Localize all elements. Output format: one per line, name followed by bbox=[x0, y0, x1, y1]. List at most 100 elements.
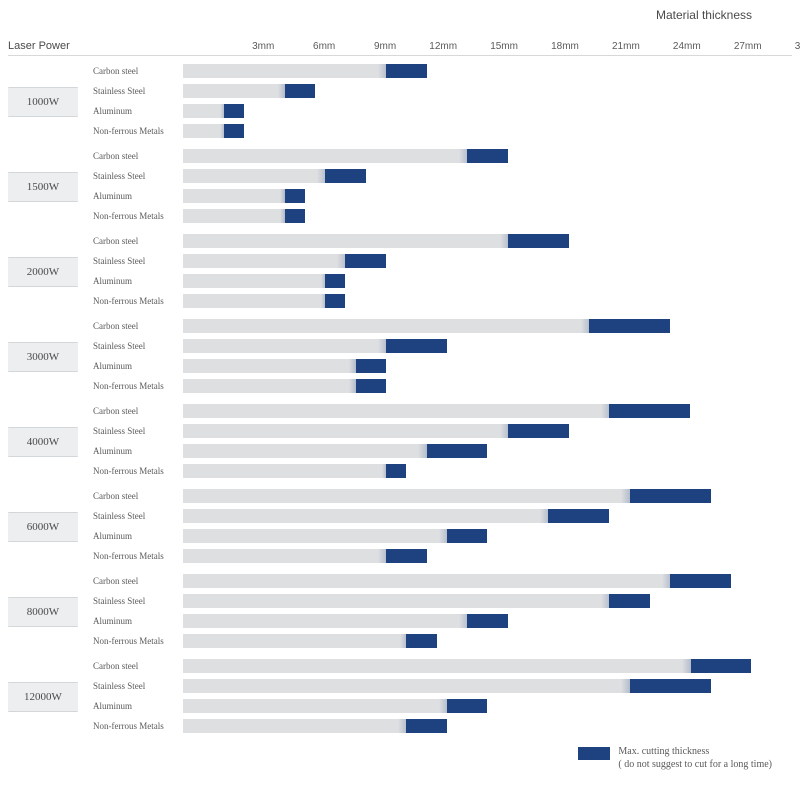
material-label: Non-ferrous Metals bbox=[93, 466, 183, 476]
power-label: 8000W bbox=[8, 597, 78, 627]
material-row: Non-ferrous Metals bbox=[93, 122, 792, 140]
material-row: Aluminum bbox=[93, 102, 792, 120]
material-row: Stainless Steel bbox=[93, 337, 792, 355]
material-row: Carbon steel bbox=[93, 487, 792, 505]
power-group: 4000WCarbon steelStainless SteelAluminum… bbox=[8, 402, 792, 482]
bar-base bbox=[183, 104, 224, 118]
power-group: 6000WCarbon steelStainless SteelAluminum… bbox=[8, 487, 792, 567]
material-row: Carbon steel bbox=[93, 572, 792, 590]
bar-max bbox=[609, 404, 690, 418]
power-label: 12000W bbox=[8, 682, 78, 712]
bar-base bbox=[183, 254, 345, 268]
bar-track bbox=[183, 149, 792, 163]
power-group: 1000WCarbon steelStainless SteelAluminum… bbox=[8, 62, 792, 142]
material-label: Non-ferrous Metals bbox=[93, 551, 183, 561]
bar-base bbox=[183, 319, 589, 333]
bar-base bbox=[183, 209, 285, 223]
bar-base bbox=[183, 719, 406, 733]
legend-swatch bbox=[578, 747, 610, 760]
bar-track bbox=[183, 679, 792, 693]
material-label: Aluminum bbox=[93, 276, 183, 286]
chart-body: 1000W Carbon steel Stainless Steel Aluminum… bbox=[8, 62, 792, 737]
material-row: Carbon steel bbox=[93, 657, 792, 675]
power-label: 1000W bbox=[8, 87, 78, 117]
legend: Max. cutting thickness ( do not suggest … bbox=[8, 745, 792, 771]
bar-track bbox=[183, 634, 792, 648]
bar-track bbox=[183, 594, 792, 608]
bar-max bbox=[630, 489, 711, 503]
bar-max bbox=[670, 574, 731, 588]
bar-base bbox=[183, 489, 630, 503]
bar-base bbox=[183, 509, 548, 523]
material-label: Aluminum bbox=[93, 191, 183, 201]
x-tick: 27mm bbox=[701, 41, 762, 52]
material-row: Non-ferrous Metals bbox=[93, 632, 792, 650]
bar-max bbox=[386, 464, 406, 478]
bar-base bbox=[183, 124, 224, 138]
material-label: Non-ferrous Metals bbox=[93, 636, 183, 646]
x-tick: 15mm bbox=[457, 41, 518, 52]
bar-track bbox=[183, 319, 792, 333]
bar-max bbox=[224, 124, 244, 138]
bar-max bbox=[589, 319, 670, 333]
power-label: 1500W bbox=[8, 172, 78, 202]
bar-track bbox=[183, 104, 792, 118]
bar-track bbox=[183, 404, 792, 418]
bar-base bbox=[183, 234, 508, 248]
bar-max bbox=[508, 424, 569, 438]
bar-track bbox=[183, 84, 792, 98]
bar-base bbox=[183, 679, 630, 693]
bar-max bbox=[467, 149, 508, 163]
material-row: Aluminum bbox=[93, 612, 792, 630]
bar-base bbox=[183, 359, 356, 373]
bar-max bbox=[345, 254, 386, 268]
bar-base bbox=[183, 464, 386, 478]
bar-base bbox=[183, 379, 356, 393]
material-label: Carbon steel bbox=[93, 151, 183, 161]
bar-track bbox=[183, 464, 792, 478]
bar-base bbox=[183, 444, 427, 458]
bar-track bbox=[183, 424, 792, 438]
material-row: Non-ferrous Metals bbox=[93, 547, 792, 565]
bar-max bbox=[406, 634, 436, 648]
bar-max bbox=[325, 169, 366, 183]
material-row: Aluminum bbox=[93, 187, 792, 205]
bar-max bbox=[224, 104, 244, 118]
bar-track bbox=[183, 234, 792, 248]
power-label: 2000W bbox=[8, 257, 78, 287]
bar-base bbox=[183, 529, 447, 543]
bar-max bbox=[386, 549, 427, 563]
bar-base bbox=[183, 339, 386, 353]
bar-max bbox=[630, 679, 711, 693]
bar-track bbox=[183, 699, 792, 713]
material-row: Aluminum bbox=[93, 357, 792, 375]
material-label: Stainless Steel bbox=[93, 171, 183, 181]
material-row: Carbon steel bbox=[93, 317, 792, 335]
power-group: 8000W Carbon steel Stainless Steel Aluminum… bbox=[8, 572, 792, 652]
bar-track bbox=[183, 339, 792, 353]
material-label: Stainless Steel bbox=[93, 596, 183, 606]
material-label: Carbon steel bbox=[93, 406, 183, 416]
material-label: Stainless Steel bbox=[93, 341, 183, 351]
x-tick: 9mm bbox=[335, 41, 396, 52]
bar-max bbox=[356, 359, 386, 373]
bar-max bbox=[508, 234, 569, 248]
x-tick: 3mm bbox=[213, 41, 274, 52]
bar-max bbox=[285, 189, 305, 203]
material-label: Non-ferrous Metals bbox=[93, 381, 183, 391]
bar-base bbox=[183, 84, 285, 98]
material-label: Aluminum bbox=[93, 616, 183, 626]
material-row: Non-ferrous Metals bbox=[93, 462, 792, 480]
material-row: Stainless Steel bbox=[93, 592, 792, 610]
bar-track bbox=[183, 509, 792, 523]
bar-track bbox=[183, 359, 792, 373]
bar-max bbox=[356, 379, 386, 393]
left-header-label: Laser Power bbox=[8, 40, 93, 52]
power-group: 3000WCarbon steelStainless SteelAluminum… bbox=[8, 317, 792, 397]
bar-max bbox=[467, 614, 508, 628]
material-label: Carbon steel bbox=[93, 576, 183, 586]
bar-max bbox=[285, 209, 305, 223]
bar-track bbox=[183, 209, 792, 223]
bar-base bbox=[183, 699, 447, 713]
x-tick: 30mm bbox=[762, 41, 800, 52]
